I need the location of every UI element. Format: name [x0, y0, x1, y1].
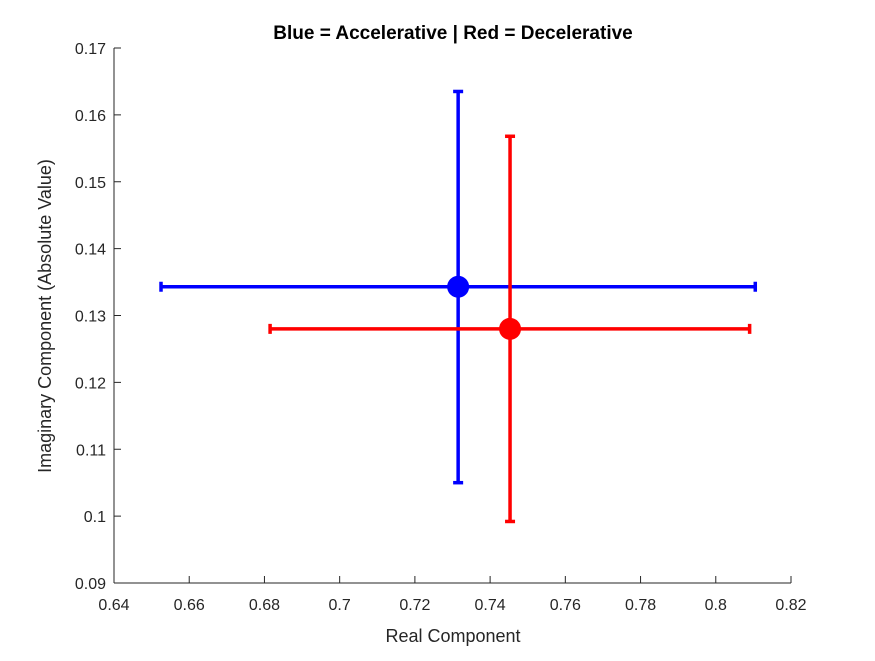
series-layer: [159, 89, 758, 524]
data-point: [499, 317, 522, 340]
y-tick-label: 0.15: [75, 175, 106, 192]
x-tick-label: 0.8: [705, 597, 727, 614]
x-tick-label: 0.74: [475, 597, 506, 614]
y-axis-label: Imaginary Component (Absolute Value): [35, 159, 55, 473]
y-tick-label: 0.16: [75, 108, 106, 125]
x-tick-label: 0.68: [249, 597, 280, 614]
y-tick-label: 0.1: [84, 509, 106, 526]
series-2: [268, 134, 752, 524]
x-tick-label: 0.76: [550, 597, 581, 614]
chart-title: Blue = Accelerative | Red = Decelerative: [273, 23, 632, 44]
series-1: [159, 89, 758, 485]
x-tick-label: 0.82: [775, 597, 806, 614]
y-tick-label: 0.13: [75, 309, 106, 326]
x-tick-label: 0.72: [399, 597, 430, 614]
y-tick-label: 0.12: [75, 375, 106, 392]
y-tick-label: 0.14: [75, 242, 106, 259]
y-tick-label: 0.09: [75, 576, 106, 593]
x-tick-label: 0.66: [174, 597, 205, 614]
x-tick-label: 0.78: [625, 597, 656, 614]
data-point: [447, 275, 470, 298]
y-tick-label: 0.17: [75, 41, 106, 58]
axes: 0.64 0.66 0.68 0.7 0.72 0.74 0.76 0.78 0.8 0.82 0.…: [75, 41, 807, 614]
x-tick-label: 0.64: [98, 597, 129, 614]
x-axis-label: Real Component: [385, 626, 520, 646]
y-tick-label: 0.11: [76, 442, 106, 459]
x-tick-label: 0.7: [329, 597, 351, 614]
